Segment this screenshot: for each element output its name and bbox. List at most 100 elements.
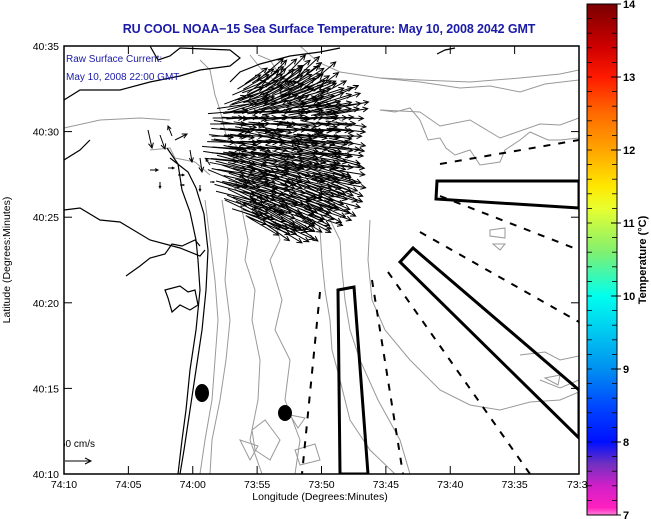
current-vector — [188, 149, 194, 164]
current-vector — [299, 163, 326, 171]
current-vector — [327, 163, 354, 170]
marker-oval — [278, 405, 292, 421]
coastline — [64, 46, 456, 474]
bathymetry-contour — [199, 199, 219, 474]
current-vector — [198, 157, 205, 174]
bathymetry-contour — [519, 351, 579, 361]
dashed-line — [371, 279, 404, 474]
current-vector — [244, 67, 268, 85]
current-vector — [319, 196, 362, 209]
current-vector — [308, 75, 331, 89]
colorbar-tick-label: 13 — [623, 72, 635, 84]
current-vector-field — [147, 54, 370, 244]
current-vector — [307, 219, 332, 233]
colorbar-tick-label: 10 — [623, 291, 635, 303]
dashed-line — [301, 291, 321, 474]
bathymetry-contour — [269, 219, 301, 474]
current-vector — [249, 194, 257, 204]
coastline-segment — [64, 139, 91, 161]
current-vector — [320, 161, 347, 172]
current-vector — [263, 93, 292, 107]
y-tick-label: 40:25 — [33, 212, 59, 224]
x-tick-label: 73:35 — [501, 479, 527, 491]
x-axis: 74:10 74:05 74:00 73:55 73:50 73:45 73:40 73:35… — [51, 46, 588, 491]
dashed-boundaries — [301, 139, 579, 474]
current-vector — [232, 80, 267, 96]
current-vector — [300, 73, 324, 91]
y-axis: 40:35 40:30 40:25 40:20 40:15 40:10 — [33, 41, 579, 481]
dashed-line — [439, 139, 579, 165]
current-vector — [224, 94, 247, 105]
solid-boxes — [336, 179, 579, 474]
x-tick-label: 73:50 — [308, 479, 334, 491]
bathymetry-contour — [294, 443, 321, 466]
colorbar-ticks: 14 13 12 11 10 9 8 7 — [587, 0, 636, 519]
current-vector — [319, 80, 348, 96]
current-vector — [198, 185, 202, 193]
current-vector — [286, 69, 311, 83]
bathymetry-contour — [379, 77, 579, 93]
current-vector — [328, 127, 367, 135]
bathymetry-contour — [543, 374, 561, 386]
current-vector — [325, 99, 370, 111]
y-tick-label: 40:35 — [33, 41, 59, 53]
current-vector — [324, 199, 357, 217]
bathymetry-contour — [379, 107, 579, 166]
current-vector — [334, 155, 361, 166]
annotation-line1: Raw Surface Current: — [66, 54, 162, 65]
current-vector — [290, 155, 321, 166]
box-south — [336, 285, 370, 474]
y-tick-label: 40:30 — [33, 127, 59, 139]
x-tick-label: 73:55 — [244, 479, 270, 491]
current-vector — [168, 166, 176, 170]
current-vector — [326, 127, 355, 134]
y-axis-label: Latitude (Degrees:Minutes) — [1, 197, 13, 324]
current-vector — [159, 134, 167, 151]
map-content: Raw Surface Current: May 10, 2008 22:00 … — [64, 46, 579, 474]
current-vector — [329, 168, 366, 177]
current-vector — [275, 219, 308, 234]
current-vector — [251, 208, 275, 221]
bathymetry-contour — [288, 414, 306, 429]
current-vector — [291, 222, 319, 242]
current-vector — [271, 80, 297, 96]
bathymetry-contour — [491, 243, 507, 251]
colorbar-tick-label: 7 — [623, 510, 629, 519]
x-tick-label: 73:3 — [567, 479, 588, 491]
arrow-right-icon — [65, 457, 93, 465]
bathymetry-contour — [299, 46, 579, 83]
colorbar-label: Temperature (°C) — [637, 215, 649, 304]
current-vector — [231, 94, 254, 105]
current-vector — [239, 174, 251, 184]
coastline-segment — [164, 285, 199, 314]
x-tick-label: 74:05 — [115, 479, 141, 491]
current-vector — [328, 179, 367, 190]
coastline-segment — [125, 239, 201, 277]
current-vector — [272, 221, 310, 243]
current-vector — [327, 120, 368, 130]
bathymetry-contour — [239, 439, 259, 462]
current-vector — [329, 163, 366, 171]
current-vector — [284, 73, 313, 90]
bathymetry-contour — [251, 419, 281, 461]
current-vector — [299, 67, 325, 85]
coastline-segment — [169, 157, 209, 474]
current-vector — [147, 129, 154, 150]
current-vector — [205, 158, 211, 166]
current-vector — [324, 120, 357, 127]
box-east — [434, 179, 579, 210]
current-vector — [158, 182, 162, 190]
current-vector — [331, 183, 364, 198]
colorbar-tick-label: 8 — [623, 437, 629, 449]
bathymetry-contour — [149, 147, 211, 176]
current-vector — [331, 189, 364, 203]
colorbar-tick-label: 14 — [623, 0, 636, 11]
current-vector — [174, 133, 188, 141]
current-vector — [332, 172, 363, 185]
current-vector — [314, 207, 353, 222]
current-vector — [330, 115, 365, 122]
current-vector — [291, 143, 320, 154]
colorbar-tick-label: 12 — [623, 145, 635, 157]
y-tick-label: 40:15 — [33, 383, 59, 395]
current-vector — [264, 222, 291, 242]
